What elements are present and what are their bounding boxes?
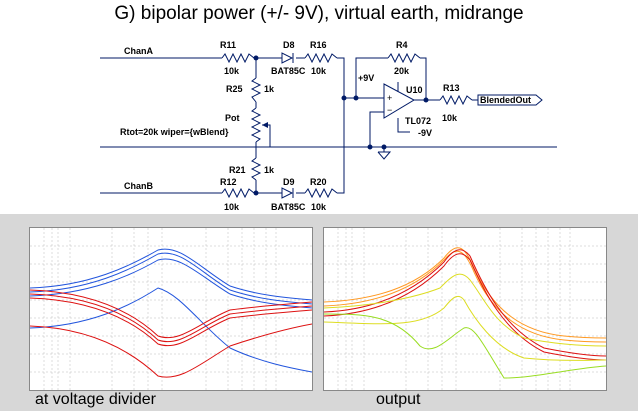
left-trace-blue-2	[30, 252, 312, 305]
pot-wiper-arrow	[262, 122, 268, 128]
right-trace-yellow-1	[324, 273, 606, 347]
r21-value: 1k	[264, 165, 275, 175]
d8-label: D8	[283, 40, 295, 50]
r13-value: 10k	[442, 113, 458, 123]
r11-symbol	[221, 52, 255, 64]
vpos-label: +9V	[358, 73, 374, 83]
right-trace-green-1	[324, 313, 606, 379]
left-trace-red-2	[30, 293, 312, 343]
r25-label: R25	[226, 84, 243, 94]
r20-symbol	[304, 187, 338, 199]
left-trace-red-4	[30, 323, 312, 378]
right-trace-yellow-2	[324, 295, 606, 361]
left-trace-red-3	[30, 297, 312, 347]
d9-value: BAT85C	[271, 202, 306, 212]
caption-output: output	[376, 391, 421, 408]
d8-value: BAT85C	[271, 66, 306, 76]
left-grid	[30, 228, 312, 390]
r12-label: R12	[220, 177, 237, 187]
d9-label: D9	[283, 177, 295, 187]
svg-text:+: +	[387, 93, 392, 103]
net-label-chanA: ChanA	[124, 46, 154, 56]
plot-voltage-divider	[29, 227, 313, 391]
pot-symbol	[250, 107, 262, 143]
r13-label: R13	[443, 83, 460, 93]
right-grid	[324, 228, 606, 390]
wires	[100, 55, 557, 196]
vneg-label: -9V	[418, 128, 432, 138]
left-trace-red-1	[30, 289, 312, 339]
right-trace-red-1	[324, 249, 606, 357]
r12-value: 10k	[224, 202, 240, 212]
pot-param: Rtot=20k wiper={wBlend}	[120, 127, 229, 137]
output-net-flag	[477, 94, 543, 106]
r25-symbol	[250, 77, 262, 103]
r13-symbol	[439, 94, 473, 106]
r12-symbol	[221, 187, 255, 199]
caption-voltage-divider: at voltage divider	[35, 391, 156, 408]
opamp-ref-label: U10	[406, 85, 423, 95]
left-trace-blue-1	[30, 248, 312, 301]
net-label-chanB: ChanB	[124, 181, 154, 191]
pot-label: Pot	[225, 113, 240, 123]
r11-value: 10k	[224, 66, 240, 76]
d9-symbol	[281, 187, 294, 199]
left-trace-blue-3	[30, 258, 312, 309]
r11-label: R11	[220, 40, 236, 50]
opamp-symbol	[383, 83, 416, 119]
r20-value: 10k	[311, 202, 327, 212]
r16-label: R16	[310, 40, 327, 50]
page-title: G) bipolar power (+/- 9V), virtual earth…	[114, 3, 524, 24]
right-trace-red-2	[324, 253, 606, 361]
right-trace-orange-2	[324, 250, 606, 343]
svg-text:−: −	[387, 105, 392, 115]
right-trace-orange-1	[324, 247, 606, 339]
r20-label: R20	[310, 177, 327, 187]
r4-label: R4	[396, 40, 408, 50]
opamp-part-label: TL072	[405, 116, 431, 126]
r4-symbol	[387, 52, 421, 64]
output-net-label: BlendedOut	[480, 95, 531, 105]
plot-output	[323, 227, 607, 391]
left-trace-blue-4	[30, 287, 312, 373]
r16-symbol	[304, 52, 338, 64]
d8-symbol	[281, 52, 294, 64]
r21-symbol	[250, 157, 262, 181]
r4-value: 20k	[394, 66, 410, 76]
schematic-diagram: + − ChanA ChanB R11 10k D8 BAT85C R16 10…	[100, 40, 557, 212]
r25-value: 1k	[264, 84, 275, 94]
r21-label: R21	[229, 165, 246, 175]
r16-value: 10k	[311, 66, 327, 76]
